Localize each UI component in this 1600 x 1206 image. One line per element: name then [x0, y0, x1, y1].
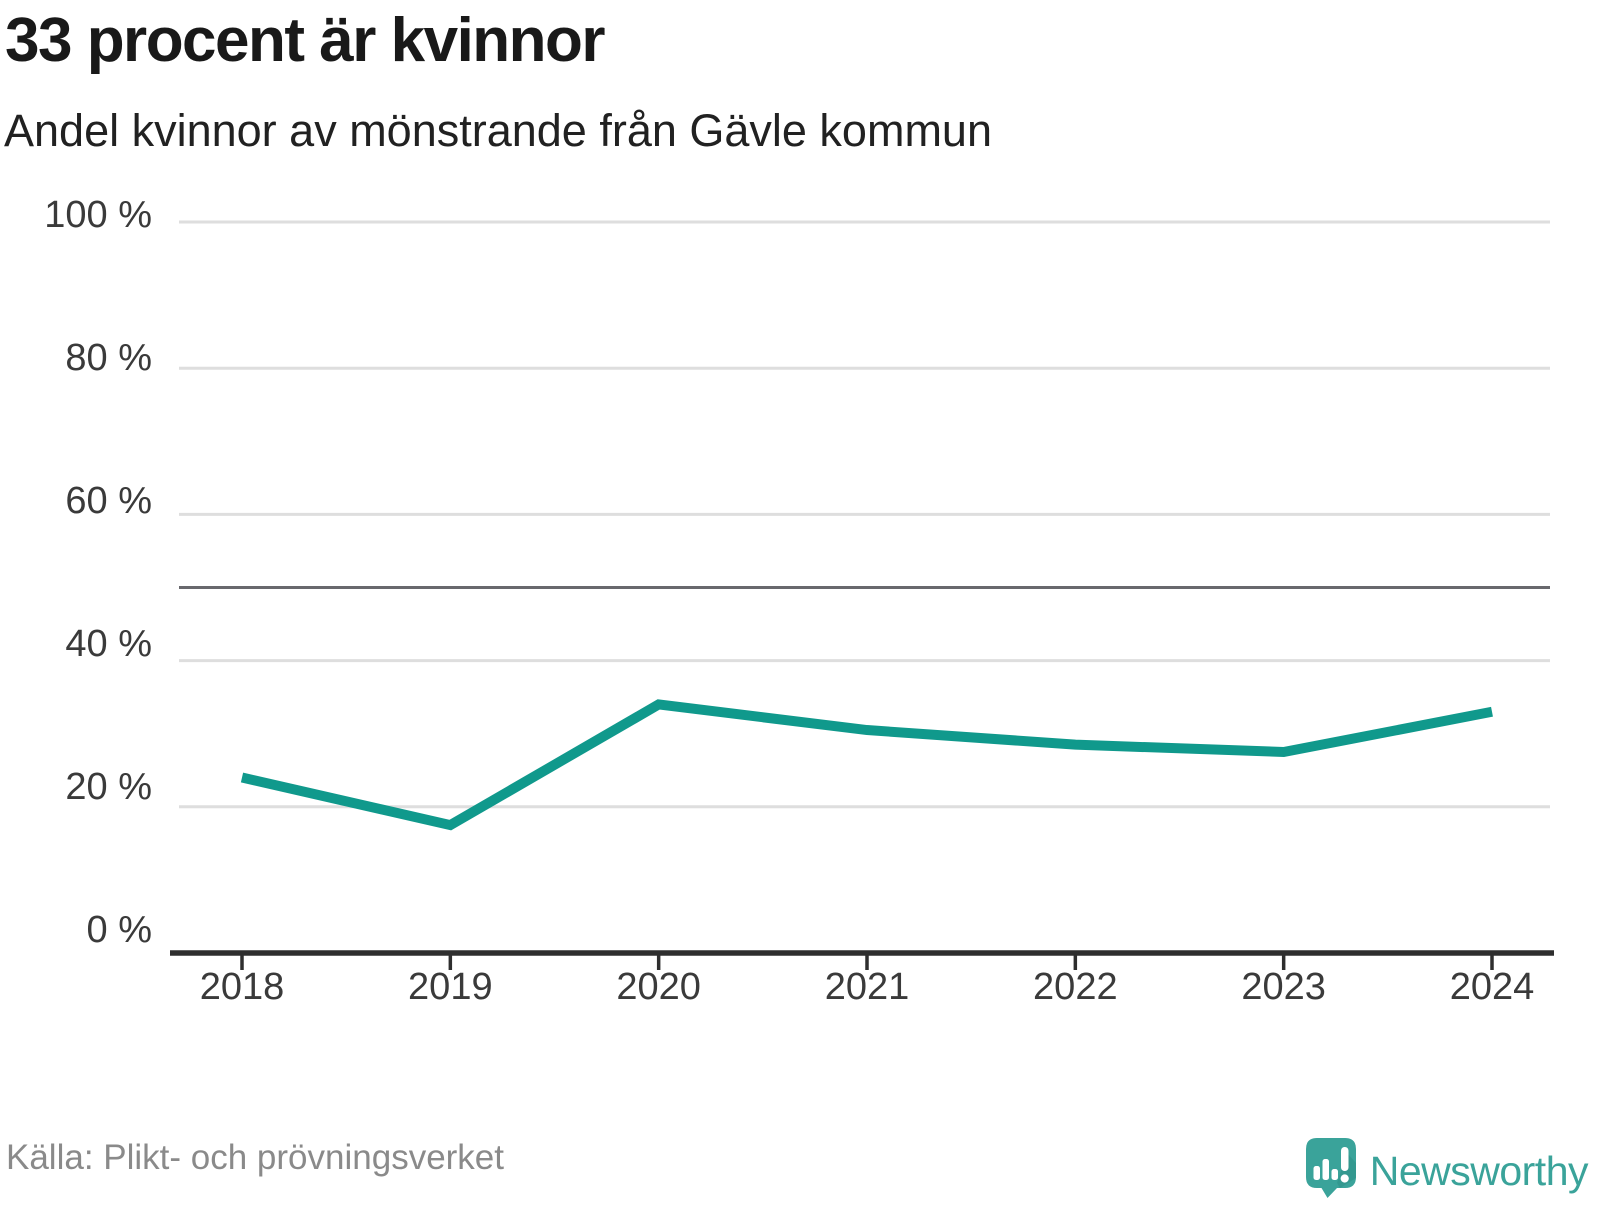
x-tick-label: 2023: [1241, 966, 1326, 1008]
chart-area: 2018 2019 2020 2021 2022 2023 2024 0 % 20 % 40 % 6…: [0, 181, 1600, 1036]
x-tick-label: 2024: [1450, 966, 1535, 1008]
x-tick-label: 2019: [408, 966, 493, 1008]
brand-lockup: Newsworthy: [1305, 1138, 1589, 1198]
x-tick-label: 2020: [616, 966, 701, 1008]
y-tick-label: 60 %: [65, 480, 152, 522]
chart-subtitle: Andel kvinnor av mönstrande från Gävle k…: [4, 105, 992, 157]
x-tick-label: 2021: [825, 966, 910, 1008]
newsworthy-wordmark: Newsworthy: [1369, 1148, 1589, 1194]
data-line: [240, 699, 1493, 831]
x-tick-label: 2022: [1033, 966, 1118, 1008]
y-tick-label: 0 %: [87, 909, 152, 951]
y-tick-label: 20 %: [65, 766, 152, 808]
source-note: Källa: Plikt- och prövningsverket: [6, 1138, 504, 1177]
y-tick-label: 80 %: [65, 337, 152, 379]
y-tick-label: 100 %: [44, 194, 152, 236]
page-title: 33 procent är kvinnor: [5, 6, 606, 75]
x-tick-label: 2018: [200, 966, 285, 1008]
y-tick-label: 40 %: [65, 623, 152, 665]
newsworthy-logo-icon: [1305, 1138, 1356, 1198]
line-chart: 2018 2019 2020 2021 2022 2023 2024 0 % 20 % 40 % 6…: [44, 194, 1554, 1008]
